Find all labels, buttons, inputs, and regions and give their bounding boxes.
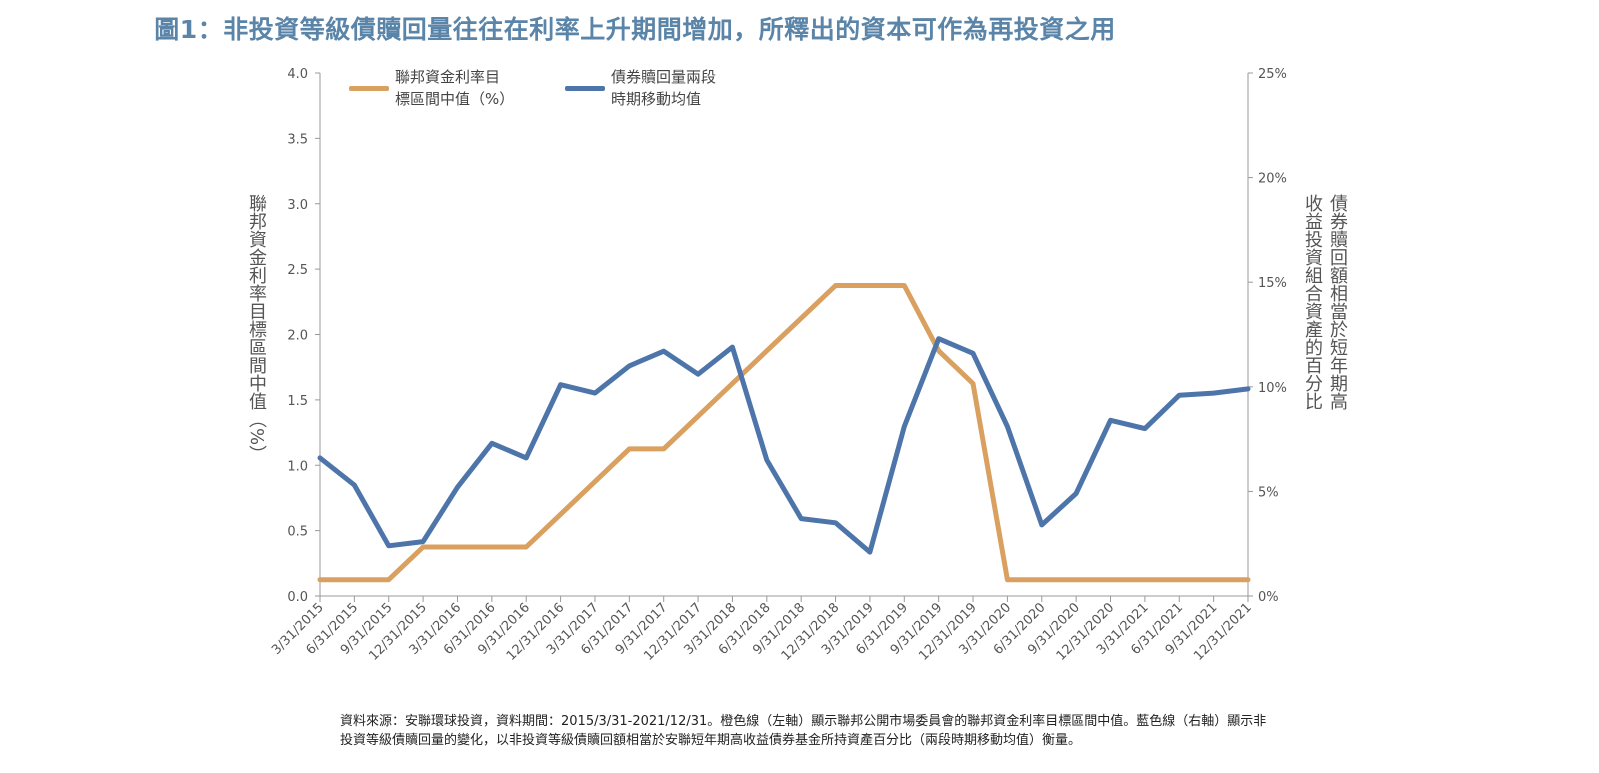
left-tick-label: 4.0: [287, 67, 308, 82]
legend-bond-line1: 債券贖回量兩段: [611, 68, 717, 86]
legend-bond-swatch: [565, 86, 605, 91]
bond-redemption-series-line: [317, 336, 1251, 555]
left-tick-label: 3.5: [287, 132, 308, 147]
chart-title: 圖1：非投資等級債贖回量往往在利率上升期間增加，所釋出的資本可作為再投資之用: [154, 15, 1116, 44]
legend-bond-line2: 時期移動均值: [611, 90, 702, 108]
legend-fed-line1: 聯邦資金利率目: [395, 68, 501, 86]
legend-fed-swatch: [349, 86, 389, 91]
chart-lines: [317, 283, 1251, 583]
right-tick-label: 0%: [1258, 590, 1279, 605]
left-tick-label: 2.5: [287, 263, 308, 278]
right-tick-label: 5%: [1258, 485, 1279, 500]
left-tick-label: 1.5: [287, 394, 308, 409]
left-axis-label: 聯邦資金利率目標區間中值（%）: [246, 194, 267, 464]
right-tick-label: 10%: [1258, 381, 1287, 396]
right-axis-label-col1: 債券贖回額相當於短年期高: [1327, 194, 1348, 410]
legend-bond: 債券贖回量兩段 時期移動均值: [565, 66, 765, 110]
left-tick-label: 0.5: [287, 525, 308, 540]
legend-fed: 聯邦資金利率目 標區間中值（%）: [349, 66, 549, 110]
right-tick-label: 15%: [1258, 276, 1287, 291]
right-tick-label: 20%: [1258, 172, 1287, 187]
left-tick-label: 0.0: [287, 590, 308, 605]
left-tick-label: 2.0: [287, 329, 308, 344]
legend-fed-line2: 標區間中值（%）: [395, 90, 515, 108]
right-axis-label-col2: 收益投資組合資產的百分比: [1302, 194, 1323, 410]
right-tick-label: 25%: [1258, 67, 1287, 82]
fed-rate-series-line: [317, 283, 1251, 583]
left-tick-label: 3.0: [287, 198, 308, 213]
source-note: 資料來源：安聯環球投資，資料期間：2015/3/31-2021/12/31。橙色…: [340, 714, 1267, 748]
chart-ticks: 4.0 3.5 3.0 2.5 2.0 1.5 1.0 0.5 0.0 25% 20% 15% 10% 5…: [269, 67, 1287, 664]
left-tick-label: 1.0: [287, 459, 308, 474]
